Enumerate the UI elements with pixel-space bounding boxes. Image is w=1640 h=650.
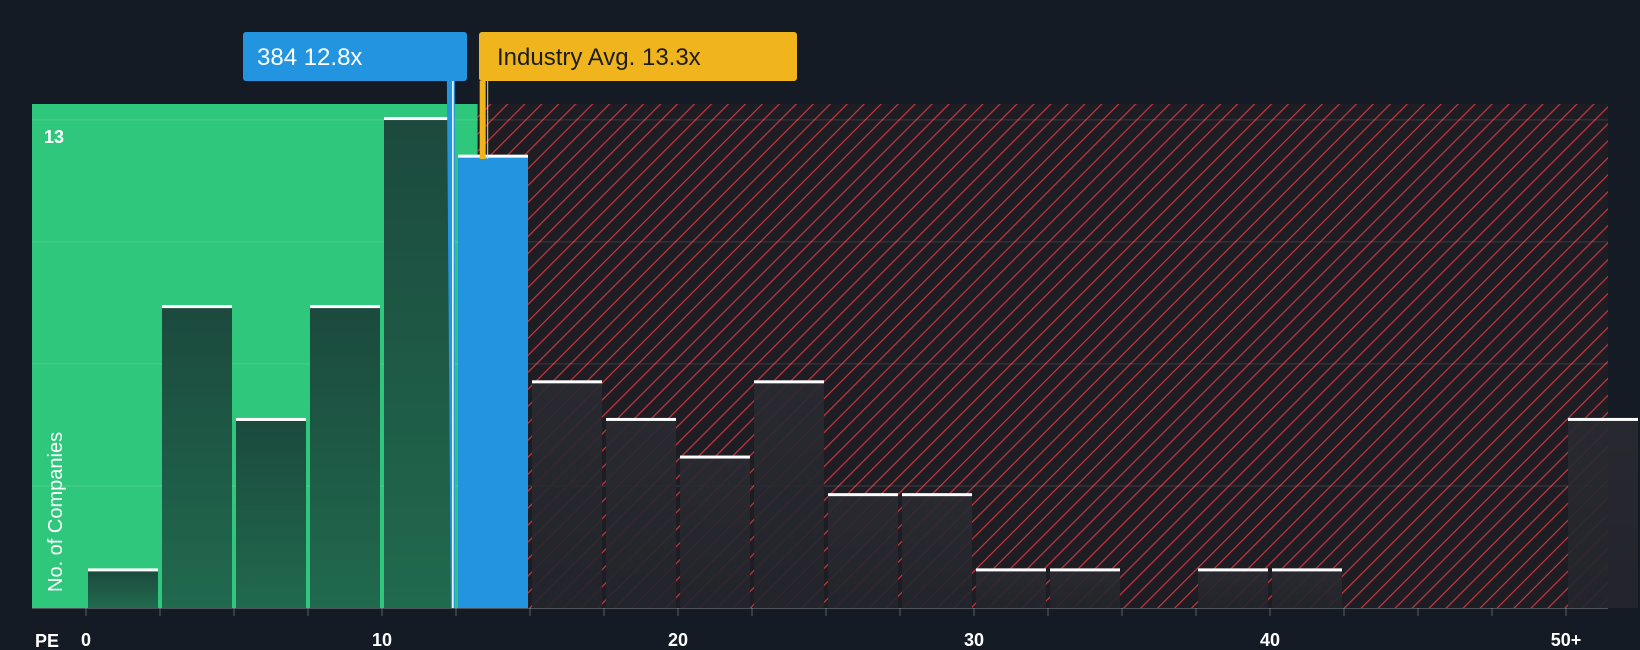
valuation-zones — [32, 104, 1609, 608]
bar-cap — [606, 417, 676, 421]
histogram-bar — [902, 495, 972, 608]
bar-cap — [828, 493, 898, 497]
company-callout-label: 384 12.8x — [257, 44, 362, 71]
axes: No. of Companies PE 13 0 10 20 30 40 50+ — [35, 127, 1581, 650]
y-tick-label: 13 — [44, 127, 64, 147]
histogram-bar — [1272, 570, 1342, 608]
histogram-bar — [162, 307, 232, 608]
histogram-bar — [1568, 419, 1638, 608]
bar-cap — [1050, 568, 1120, 572]
histogram-bar — [310, 307, 380, 608]
histogram-bars — [32, 117, 1638, 609]
histogram-bar — [606, 419, 676, 608]
bar-cap — [532, 380, 602, 384]
x-tick-label: 50+ — [1551, 630, 1582, 650]
callouts: 384 12.8x Industry Avg. 13.3x — [243, 32, 797, 81]
bar-cap — [976, 568, 1046, 572]
y-axis-title: No. of Companies — [45, 432, 67, 592]
histogram-bar — [384, 119, 454, 609]
bar-cap — [384, 117, 454, 121]
bar-cap — [1272, 568, 1342, 572]
company-callout-box — [243, 32, 467, 81]
highlight-bar — [458, 156, 528, 608]
histogram-bar — [1198, 570, 1268, 608]
x-tick-label: 20 — [668, 630, 688, 650]
histogram-bar — [1050, 570, 1120, 608]
histogram-bar — [976, 570, 1046, 608]
bar-cap — [236, 417, 306, 421]
x-axis-title: PE — [35, 631, 59, 650]
bar-cap — [902, 493, 972, 497]
bar-cap — [680, 455, 750, 459]
industry-marker-line — [479, 81, 486, 159]
x-tick-label: 30 — [964, 630, 984, 650]
x-tick-label: 0 — [81, 630, 91, 650]
histogram-bar — [88, 570, 158, 608]
histogram-bar — [532, 382, 602, 608]
histogram-bar — [236, 419, 306, 608]
bar-cap — [754, 380, 824, 384]
bar-cap — [1198, 568, 1268, 572]
bar-cap — [310, 305, 380, 309]
histogram-bar — [680, 457, 750, 608]
bar-cap — [458, 154, 528, 158]
industry-callout-box — [479, 32, 797, 81]
x-tick-label: 10 — [372, 630, 392, 650]
x-tick-label: 40 — [1260, 630, 1280, 650]
bar-cap — [1568, 417, 1638, 421]
industry-callout-label: Industry Avg. 13.3x — [497, 44, 701, 71]
bar-cap — [88, 568, 158, 572]
bar-cap — [162, 305, 232, 309]
histogram-bar — [828, 495, 898, 608]
histogram-bar — [754, 382, 824, 608]
value-markers — [446, 81, 489, 608]
